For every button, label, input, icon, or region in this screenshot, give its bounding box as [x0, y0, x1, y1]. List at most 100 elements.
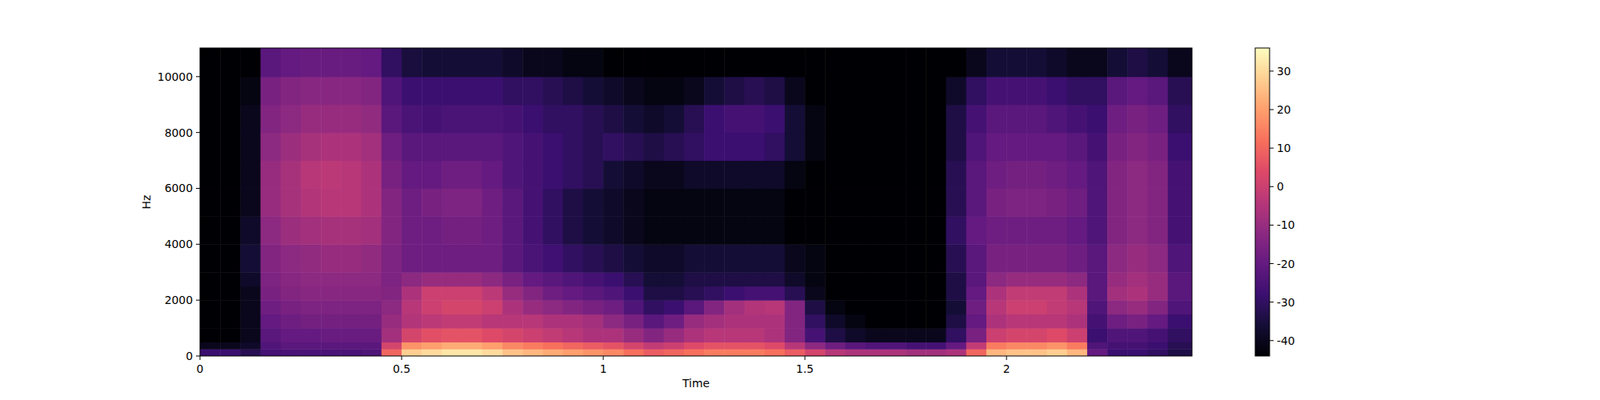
- cell: [340, 244, 362, 272]
- cell: [381, 286, 403, 301]
- cell: [603, 286, 624, 301]
- cell: [421, 188, 443, 216]
- cell: [1087, 132, 1108, 161]
- cell: [946, 300, 968, 315]
- cell: [664, 342, 685, 350]
- cell: [724, 132, 745, 161]
- cell: [563, 342, 584, 350]
- cell: [845, 328, 867, 343]
- cell: [925, 328, 947, 343]
- cell: [1087, 286, 1108, 301]
- cell: [1047, 104, 1068, 133]
- colorbar-tick: [1269, 186, 1274, 188]
- cell: [925, 160, 947, 189]
- cell: [724, 300, 745, 315]
- cell: [401, 286, 423, 301]
- cell: [724, 244, 745, 272]
- cell: [1148, 244, 1169, 272]
- cell: [381, 348, 403, 356]
- cell: [502, 48, 524, 77]
- colorbar-tick: [1269, 263, 1274, 264]
- cell: [643, 132, 664, 161]
- cell: [1148, 48, 1169, 77]
- cell: [845, 104, 867, 133]
- cell: [603, 272, 624, 287]
- cell: [441, 342, 463, 350]
- x-tick: [603, 356, 604, 360]
- cell: [421, 342, 443, 350]
- cell: [361, 300, 383, 315]
- cell: [421, 132, 443, 161]
- cell: [220, 132, 241, 161]
- cell: [744, 328, 765, 343]
- cell: [542, 48, 564, 77]
- cell: [260, 48, 282, 77]
- cell: [1067, 328, 1088, 343]
- cell: [966, 348, 988, 356]
- cell: [885, 300, 907, 315]
- cell: [381, 160, 403, 189]
- cell: [905, 342, 927, 350]
- cell: [502, 188, 524, 216]
- cell: [845, 286, 867, 301]
- cell: [986, 160, 1008, 189]
- cell: [1107, 76, 1128, 105]
- cell: [1006, 272, 1028, 287]
- cell: [804, 188, 826, 216]
- cell: [784, 132, 806, 161]
- cell: [764, 132, 786, 161]
- cell: [1107, 104, 1128, 133]
- cell: [986, 104, 1008, 133]
- cell: [1067, 132, 1088, 161]
- y-tick-label: 10000: [157, 70, 193, 84]
- cell: [220, 286, 241, 301]
- cell: [684, 314, 705, 329]
- cell: [563, 286, 584, 301]
- cell: [542, 348, 564, 356]
- cell: [704, 48, 725, 77]
- cell: [1026, 76, 1048, 105]
- cell: [1006, 132, 1028, 161]
- cell: [1006, 188, 1028, 216]
- cell: [563, 104, 584, 133]
- cell: [280, 328, 302, 343]
- cell: [603, 104, 624, 133]
- y-tick: [196, 244, 200, 245]
- cell: [885, 160, 907, 189]
- cell: [1047, 48, 1068, 77]
- cell: [1107, 348, 1128, 356]
- cell: [381, 216, 403, 244]
- cell: [664, 348, 685, 356]
- cell: [462, 314, 484, 329]
- cell: [522, 76, 544, 105]
- cell: [320, 132, 342, 161]
- cell: [441, 76, 463, 105]
- cell: [401, 216, 423, 244]
- cell: [905, 348, 927, 356]
- cell: [664, 216, 685, 244]
- cell: [966, 188, 988, 216]
- cell: [200, 286, 221, 301]
- cell: [1168, 132, 1192, 161]
- cell: [623, 244, 644, 272]
- cell: [1067, 342, 1088, 350]
- cell: [764, 328, 786, 343]
- cell: [704, 300, 725, 315]
- cell: [865, 348, 887, 356]
- cell: [1148, 348, 1169, 356]
- cell: [441, 48, 463, 77]
- colorbar-tick-label: -20: [1276, 257, 1296, 271]
- cell: [1127, 160, 1148, 189]
- cell: [804, 244, 826, 272]
- cell: [1148, 286, 1169, 301]
- cell: [361, 328, 383, 343]
- cell: [804, 300, 826, 315]
- cell: [361, 272, 383, 287]
- cell: [804, 216, 826, 244]
- cell: [1047, 132, 1068, 161]
- cell: [684, 244, 705, 272]
- cell: [220, 104, 241, 133]
- cell: [704, 286, 725, 301]
- cell: [925, 300, 947, 315]
- cell: [764, 216, 786, 244]
